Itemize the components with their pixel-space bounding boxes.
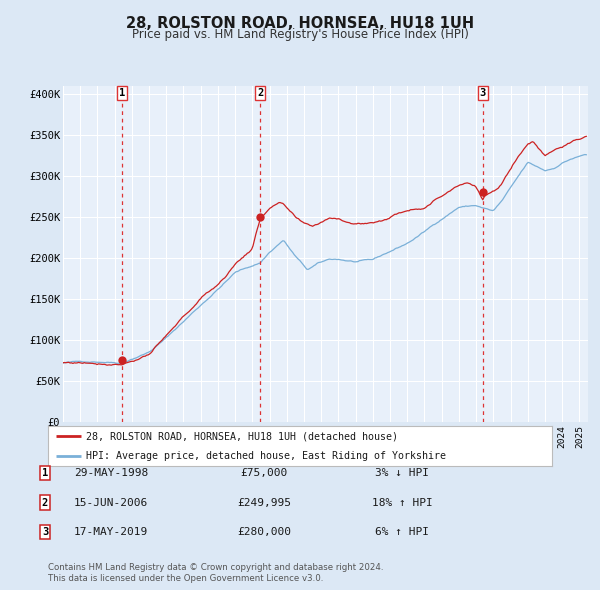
Text: 28, ROLSTON ROAD, HORNSEA, HU18 1UH: 28, ROLSTON ROAD, HORNSEA, HU18 1UH bbox=[126, 16, 474, 31]
Text: 3: 3 bbox=[479, 88, 485, 98]
Text: 17-MAY-2019: 17-MAY-2019 bbox=[74, 527, 148, 537]
Text: 2: 2 bbox=[257, 88, 263, 98]
Text: 1: 1 bbox=[42, 468, 48, 478]
Text: £249,995: £249,995 bbox=[237, 498, 291, 507]
Text: This data is licensed under the Open Government Licence v3.0.: This data is licensed under the Open Gov… bbox=[48, 574, 323, 583]
Text: 3% ↓ HPI: 3% ↓ HPI bbox=[375, 468, 429, 478]
Text: 29-MAY-1998: 29-MAY-1998 bbox=[74, 468, 148, 478]
Text: 28, ROLSTON ROAD, HORNSEA, HU18 1UH (detached house): 28, ROLSTON ROAD, HORNSEA, HU18 1UH (det… bbox=[86, 431, 398, 441]
Text: £75,000: £75,000 bbox=[241, 468, 287, 478]
Text: 3: 3 bbox=[42, 527, 48, 537]
Text: HPI: Average price, detached house, East Riding of Yorkshire: HPI: Average price, detached house, East… bbox=[86, 451, 446, 461]
Text: 2: 2 bbox=[42, 498, 48, 507]
Text: Contains HM Land Registry data © Crown copyright and database right 2024.: Contains HM Land Registry data © Crown c… bbox=[48, 563, 383, 572]
Text: 18% ↑ HPI: 18% ↑ HPI bbox=[371, 498, 433, 507]
Text: 15-JUN-2006: 15-JUN-2006 bbox=[74, 498, 148, 507]
Text: 6% ↑ HPI: 6% ↑ HPI bbox=[375, 527, 429, 537]
Text: 1: 1 bbox=[119, 88, 125, 98]
Text: Price paid vs. HM Land Registry's House Price Index (HPI): Price paid vs. HM Land Registry's House … bbox=[131, 28, 469, 41]
Text: £280,000: £280,000 bbox=[237, 527, 291, 537]
